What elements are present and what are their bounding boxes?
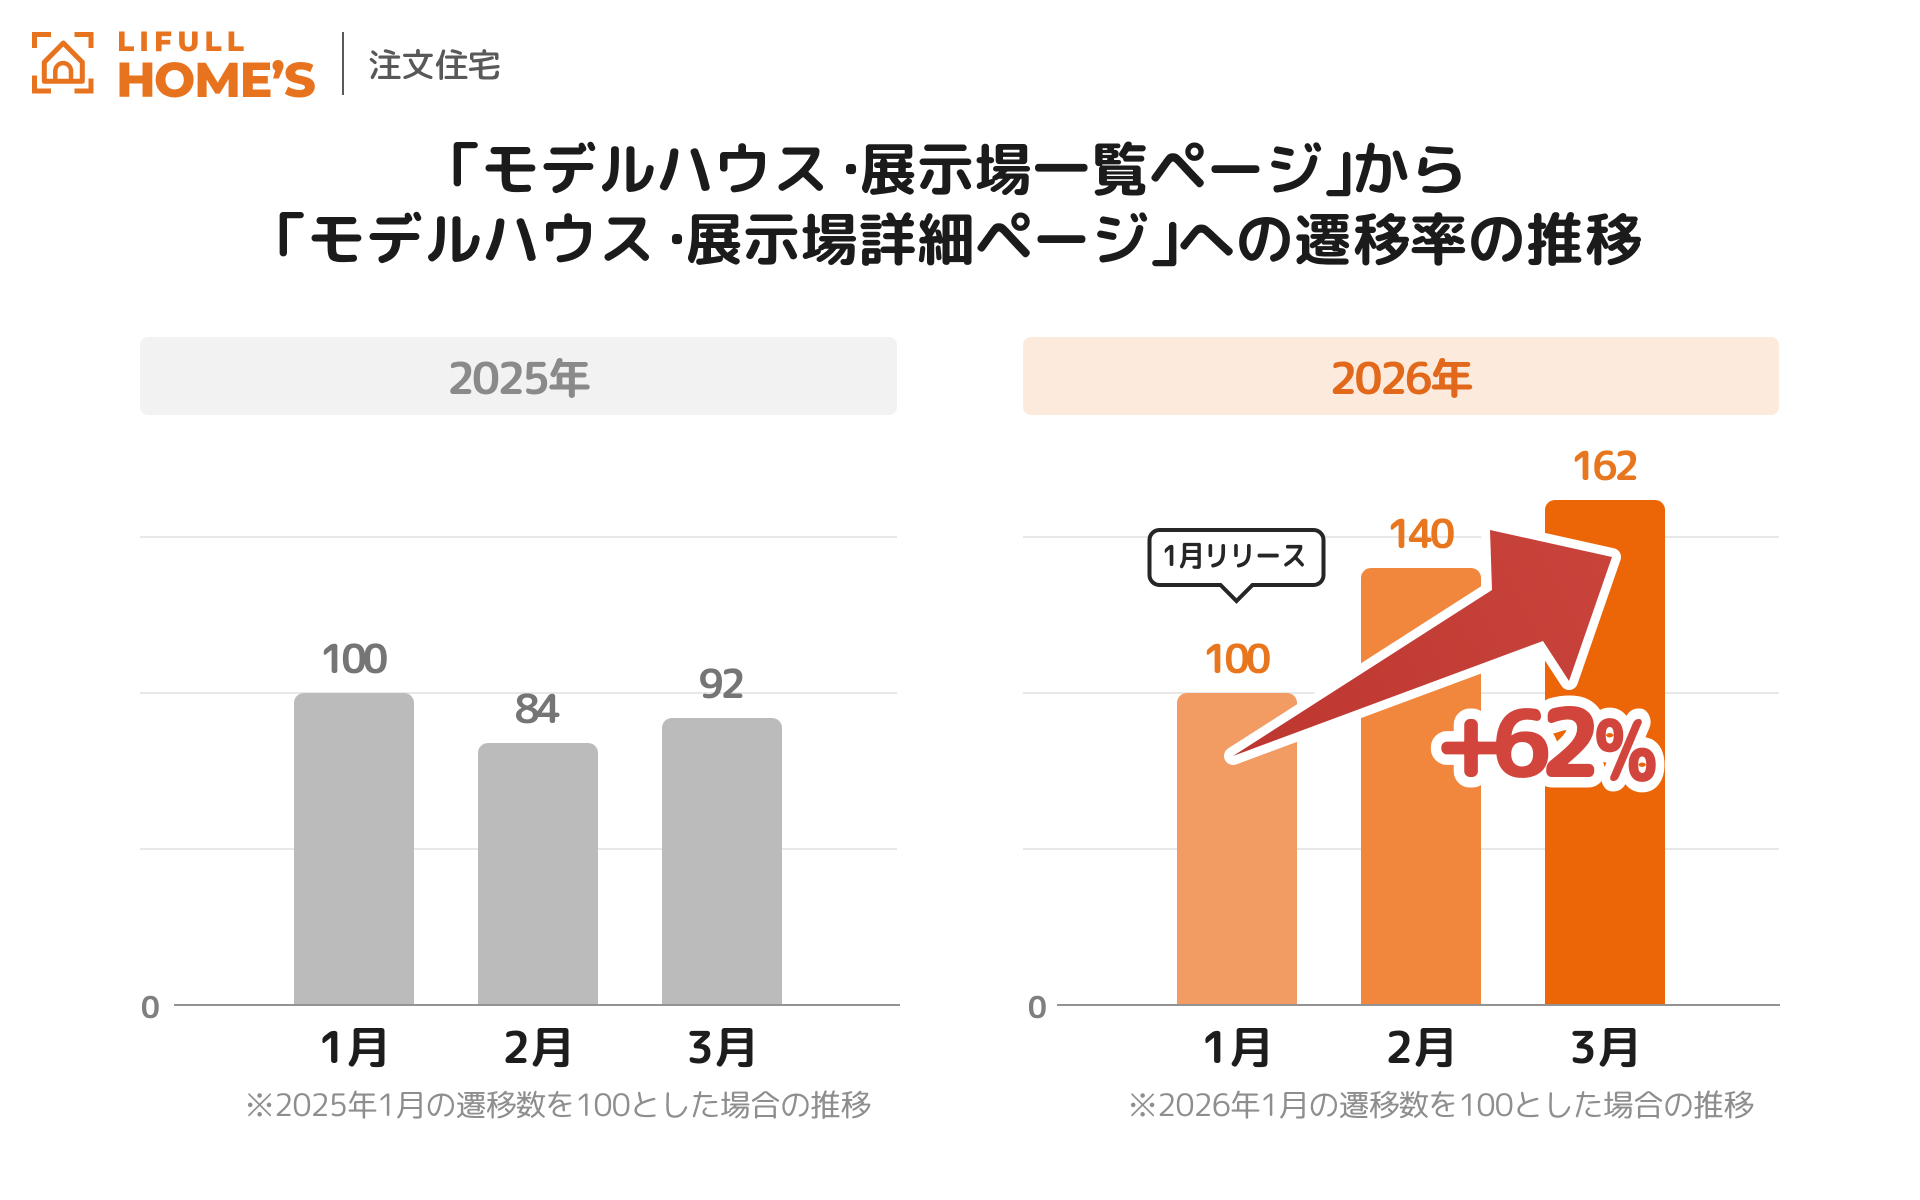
svg-text:%: %	[1594, 690, 1658, 809]
svg-text:2: 2	[1539, 674, 1601, 808]
svg-text:+: +	[1434, 669, 1508, 809]
svg-text:+: +	[1434, 669, 1508, 809]
svg-text:6: 6	[1492, 677, 1552, 807]
svg-text:6: 6	[1492, 677, 1552, 807]
svg-text:%: %	[1594, 690, 1658, 809]
svg-text:2: 2	[1539, 674, 1601, 808]
